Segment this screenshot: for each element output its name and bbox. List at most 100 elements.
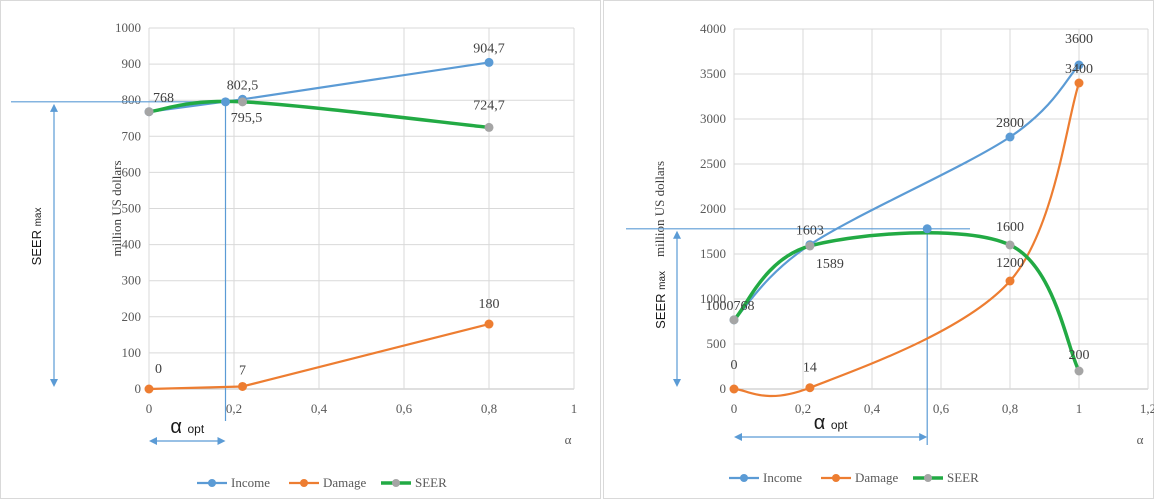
x-tick-label: 1 [1076, 401, 1083, 416]
legend-marker-seer [924, 474, 932, 482]
legend-label-income: Income [231, 475, 270, 490]
data-label: 795,5 [231, 111, 263, 126]
legend-marker-income [208, 479, 216, 487]
y-tick-label: 3500 [700, 66, 726, 81]
data-label: 2800 [996, 116, 1024, 131]
seer-arrow-head-up [673, 230, 681, 239]
alpha-arrow-head-left [734, 433, 742, 441]
x-tick-label: 0,4 [864, 401, 881, 416]
legend-marker-income [740, 474, 748, 482]
legend-marker-damage [300, 479, 308, 487]
marker-seer [805, 241, 815, 251]
alpha-sub-label: opt [187, 422, 204, 436]
y-tick-label: 200 [122, 309, 142, 324]
legend-label-income: Income [763, 470, 802, 485]
y-tick-label: 4000 [700, 21, 726, 36]
y-tick-label: 0 [720, 381, 727, 396]
alpha-opt-annotation: α opt [814, 412, 848, 434]
data-label: 3600 [1065, 32, 1093, 47]
marker-income [1005, 132, 1015, 142]
series-line-seer [148, 99, 490, 130]
x-tick-label: 1 [571, 401, 578, 416]
marker-income [1074, 60, 1084, 70]
data-label: 180 [479, 297, 500, 312]
marker-seer [729, 315, 739, 325]
y-tick-label: 700 [122, 128, 142, 143]
seer-label: SEER [653, 290, 668, 329]
legend-marker-seer [392, 479, 400, 487]
data-label: 1603 [796, 224, 824, 239]
data-label: 14 [803, 361, 817, 376]
y-tick-label: 1000 [700, 291, 726, 306]
y-tick-label: 500 [707, 336, 727, 351]
seer-arrow-head-down [50, 379, 58, 387]
optimum-marker [221, 97, 230, 107]
seer-sub-label: max [657, 271, 668, 290]
alpha-arrow-head-right [919, 433, 928, 441]
legend-label-damage: Damage [323, 475, 367, 490]
marker-damage [484, 319, 494, 329]
marker-seer [1005, 240, 1015, 250]
alpha-opt-annotation: α opt [170, 416, 204, 438]
series-line-income [733, 64, 1080, 321]
y-tick-label: 0 [135, 381, 142, 396]
x-tick-label: 0,2 [226, 401, 242, 416]
y-tick-label: 400 [122, 237, 142, 252]
marker-seer [238, 97, 247, 107]
x-tick-label: 0 [146, 401, 153, 416]
series-line-seer [732, 231, 1081, 372]
legend-label-seer: SEER [947, 470, 979, 485]
seer-arrow-head-down [673, 379, 681, 387]
seer-label: SEER [29, 226, 44, 265]
y-tick-label: 3000 [700, 111, 726, 126]
seer-max-annotation: SEER max [29, 207, 44, 265]
x-tick-label: 0,4 [311, 401, 328, 416]
data-label: 724,7 [473, 98, 505, 113]
y-tick-label: 100 [122, 345, 142, 360]
data-label: 7 [239, 363, 246, 378]
right-chart-panel: 0 500 1000 1500 2000 2500 3000 3500 4000 0 0,2 0,4 0… [603, 0, 1154, 499]
legend-marker-damage [832, 474, 840, 482]
data-label: 200 [1069, 348, 1090, 363]
marker-damage [805, 383, 815, 393]
y-tick-label: 1500 [700, 246, 726, 261]
data-label: 0 [731, 358, 738, 373]
y-tick-label: 600 [122, 164, 142, 179]
alpha-label: α [170, 416, 187, 438]
y-tick-label: 2500 [700, 156, 726, 171]
marker-damage [238, 381, 247, 391]
seer-sub-label: max [33, 207, 44, 226]
legend-label-damage: Damage [855, 470, 899, 485]
left-chart: 0 100 200 300 400 500 600 700 800 900 1000 0 0,2 0,4 0… [11, 20, 578, 490]
alpha-label: α [814, 412, 831, 434]
alpha-sub-label: opt [831, 418, 848, 432]
y-axis-title: million US dollars [652, 161, 667, 257]
alpha-arrow-head-right [217, 437, 226, 445]
marker-damage [1005, 276, 1015, 286]
series-line-damage [733, 82, 1081, 398]
x-tick-label: 0,6 [933, 401, 950, 416]
y-tick-label: 800 [122, 92, 142, 107]
data-label: 1000768 [706, 299, 755, 314]
marker-seer [484, 122, 494, 132]
x-axis-title: α [1137, 432, 1144, 447]
x-tick-label: 1,2 [1140, 401, 1154, 416]
y-tick-label: 500 [122, 201, 142, 216]
x-tick-label: 0,8 [481, 401, 497, 416]
y-tick-label: 900 [122, 56, 142, 71]
data-label: 904,7 [473, 41, 505, 56]
optimum-marker [922, 224, 932, 234]
seer-arrow-head-up [50, 103, 58, 112]
x-axis-title: α [565, 432, 572, 447]
x-tick-label: 0,6 [396, 401, 413, 416]
data-label: 768 [153, 91, 174, 106]
x-tick-label: 0,8 [1002, 401, 1018, 416]
data-label: 0 [155, 362, 162, 377]
left-chart-panel: 0 100 200 300 400 500 600 700 800 900 1000 0 0,2 0,4 0… [0, 0, 601, 499]
marker-damage [1074, 78, 1084, 88]
legend-label-seer: SEER [415, 475, 447, 490]
marker-damage [144, 384, 154, 394]
x-tick-label: 0 [731, 401, 738, 416]
y-tick-label: 1000 [115, 20, 141, 35]
